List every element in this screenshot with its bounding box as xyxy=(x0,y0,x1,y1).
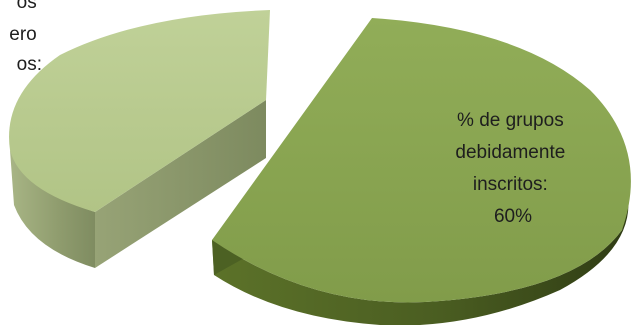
slice-small-label-line-3: os: xyxy=(17,54,42,75)
slice-large-label: % de grupos debidamente inscritos: 60% xyxy=(455,110,570,227)
slice-small-label-line-1: os xyxy=(17,0,37,13)
pie-slice-small xyxy=(9,10,270,268)
slice-large-top xyxy=(212,18,631,303)
slice-small-cut-face xyxy=(95,100,266,268)
slice-large-label-line-1: % de grupos xyxy=(457,110,564,131)
slice-large-label-line-3: inscritos: xyxy=(473,174,548,195)
slice-large-label-line-4: 60% xyxy=(494,206,532,227)
slice-large-side xyxy=(212,196,629,325)
slice-large-label-line-2: debidamente xyxy=(455,142,565,163)
slice-small-label: os ero os: xyxy=(9,0,42,75)
slice-small-label-line-2: ero xyxy=(9,24,36,45)
slice-small-top xyxy=(9,10,270,212)
pie-slice-large xyxy=(212,18,631,325)
